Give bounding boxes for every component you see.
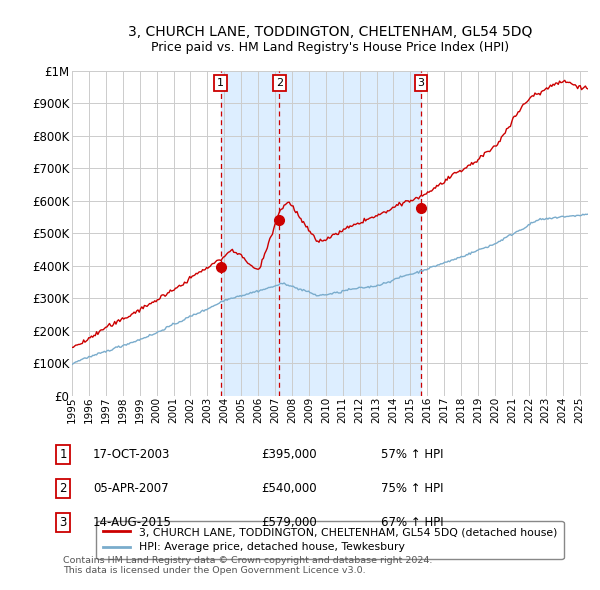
Text: 2: 2	[276, 78, 283, 88]
Text: £540,000: £540,000	[261, 482, 317, 495]
Text: 3: 3	[418, 78, 424, 88]
Bar	[280, 71, 421, 395]
Bar	[221, 71, 280, 395]
Text: £395,000: £395,000	[261, 448, 317, 461]
Text: 1: 1	[59, 448, 67, 461]
Text: 3: 3	[59, 516, 67, 529]
Text: 3, CHURCH LANE, TODDINGTON, CHELTENHAM, GL54 5DQ: 3, CHURCH LANE, TODDINGTON, CHELTENHAM, …	[128, 25, 532, 40]
Text: 05-APR-2007: 05-APR-2007	[93, 482, 169, 495]
Text: £579,000: £579,000	[261, 516, 317, 529]
Text: 17-OCT-2003: 17-OCT-2003	[93, 448, 170, 461]
Text: 67% ↑ HPI: 67% ↑ HPI	[381, 516, 443, 529]
Text: Contains HM Land Registry data © Crown copyright and database right 2024.: Contains HM Land Registry data © Crown c…	[63, 556, 433, 565]
Text: 14-AUG-2015: 14-AUG-2015	[93, 516, 172, 529]
Text: This data is licensed under the Open Government Licence v3.0.: This data is licensed under the Open Gov…	[63, 566, 365, 575]
Legend: 3, CHURCH LANE, TODDINGTON, CHELTENHAM, GL54 5DQ (detached house), HPI: Average : 3, CHURCH LANE, TODDINGTON, CHELTENHAM, …	[97, 520, 563, 559]
Text: 1: 1	[217, 78, 224, 88]
Text: 2: 2	[59, 482, 67, 495]
Text: 57% ↑ HPI: 57% ↑ HPI	[381, 448, 443, 461]
Text: 75% ↑ HPI: 75% ↑ HPI	[381, 482, 443, 495]
Text: Price paid vs. HM Land Registry's House Price Index (HPI): Price paid vs. HM Land Registry's House …	[151, 41, 509, 54]
